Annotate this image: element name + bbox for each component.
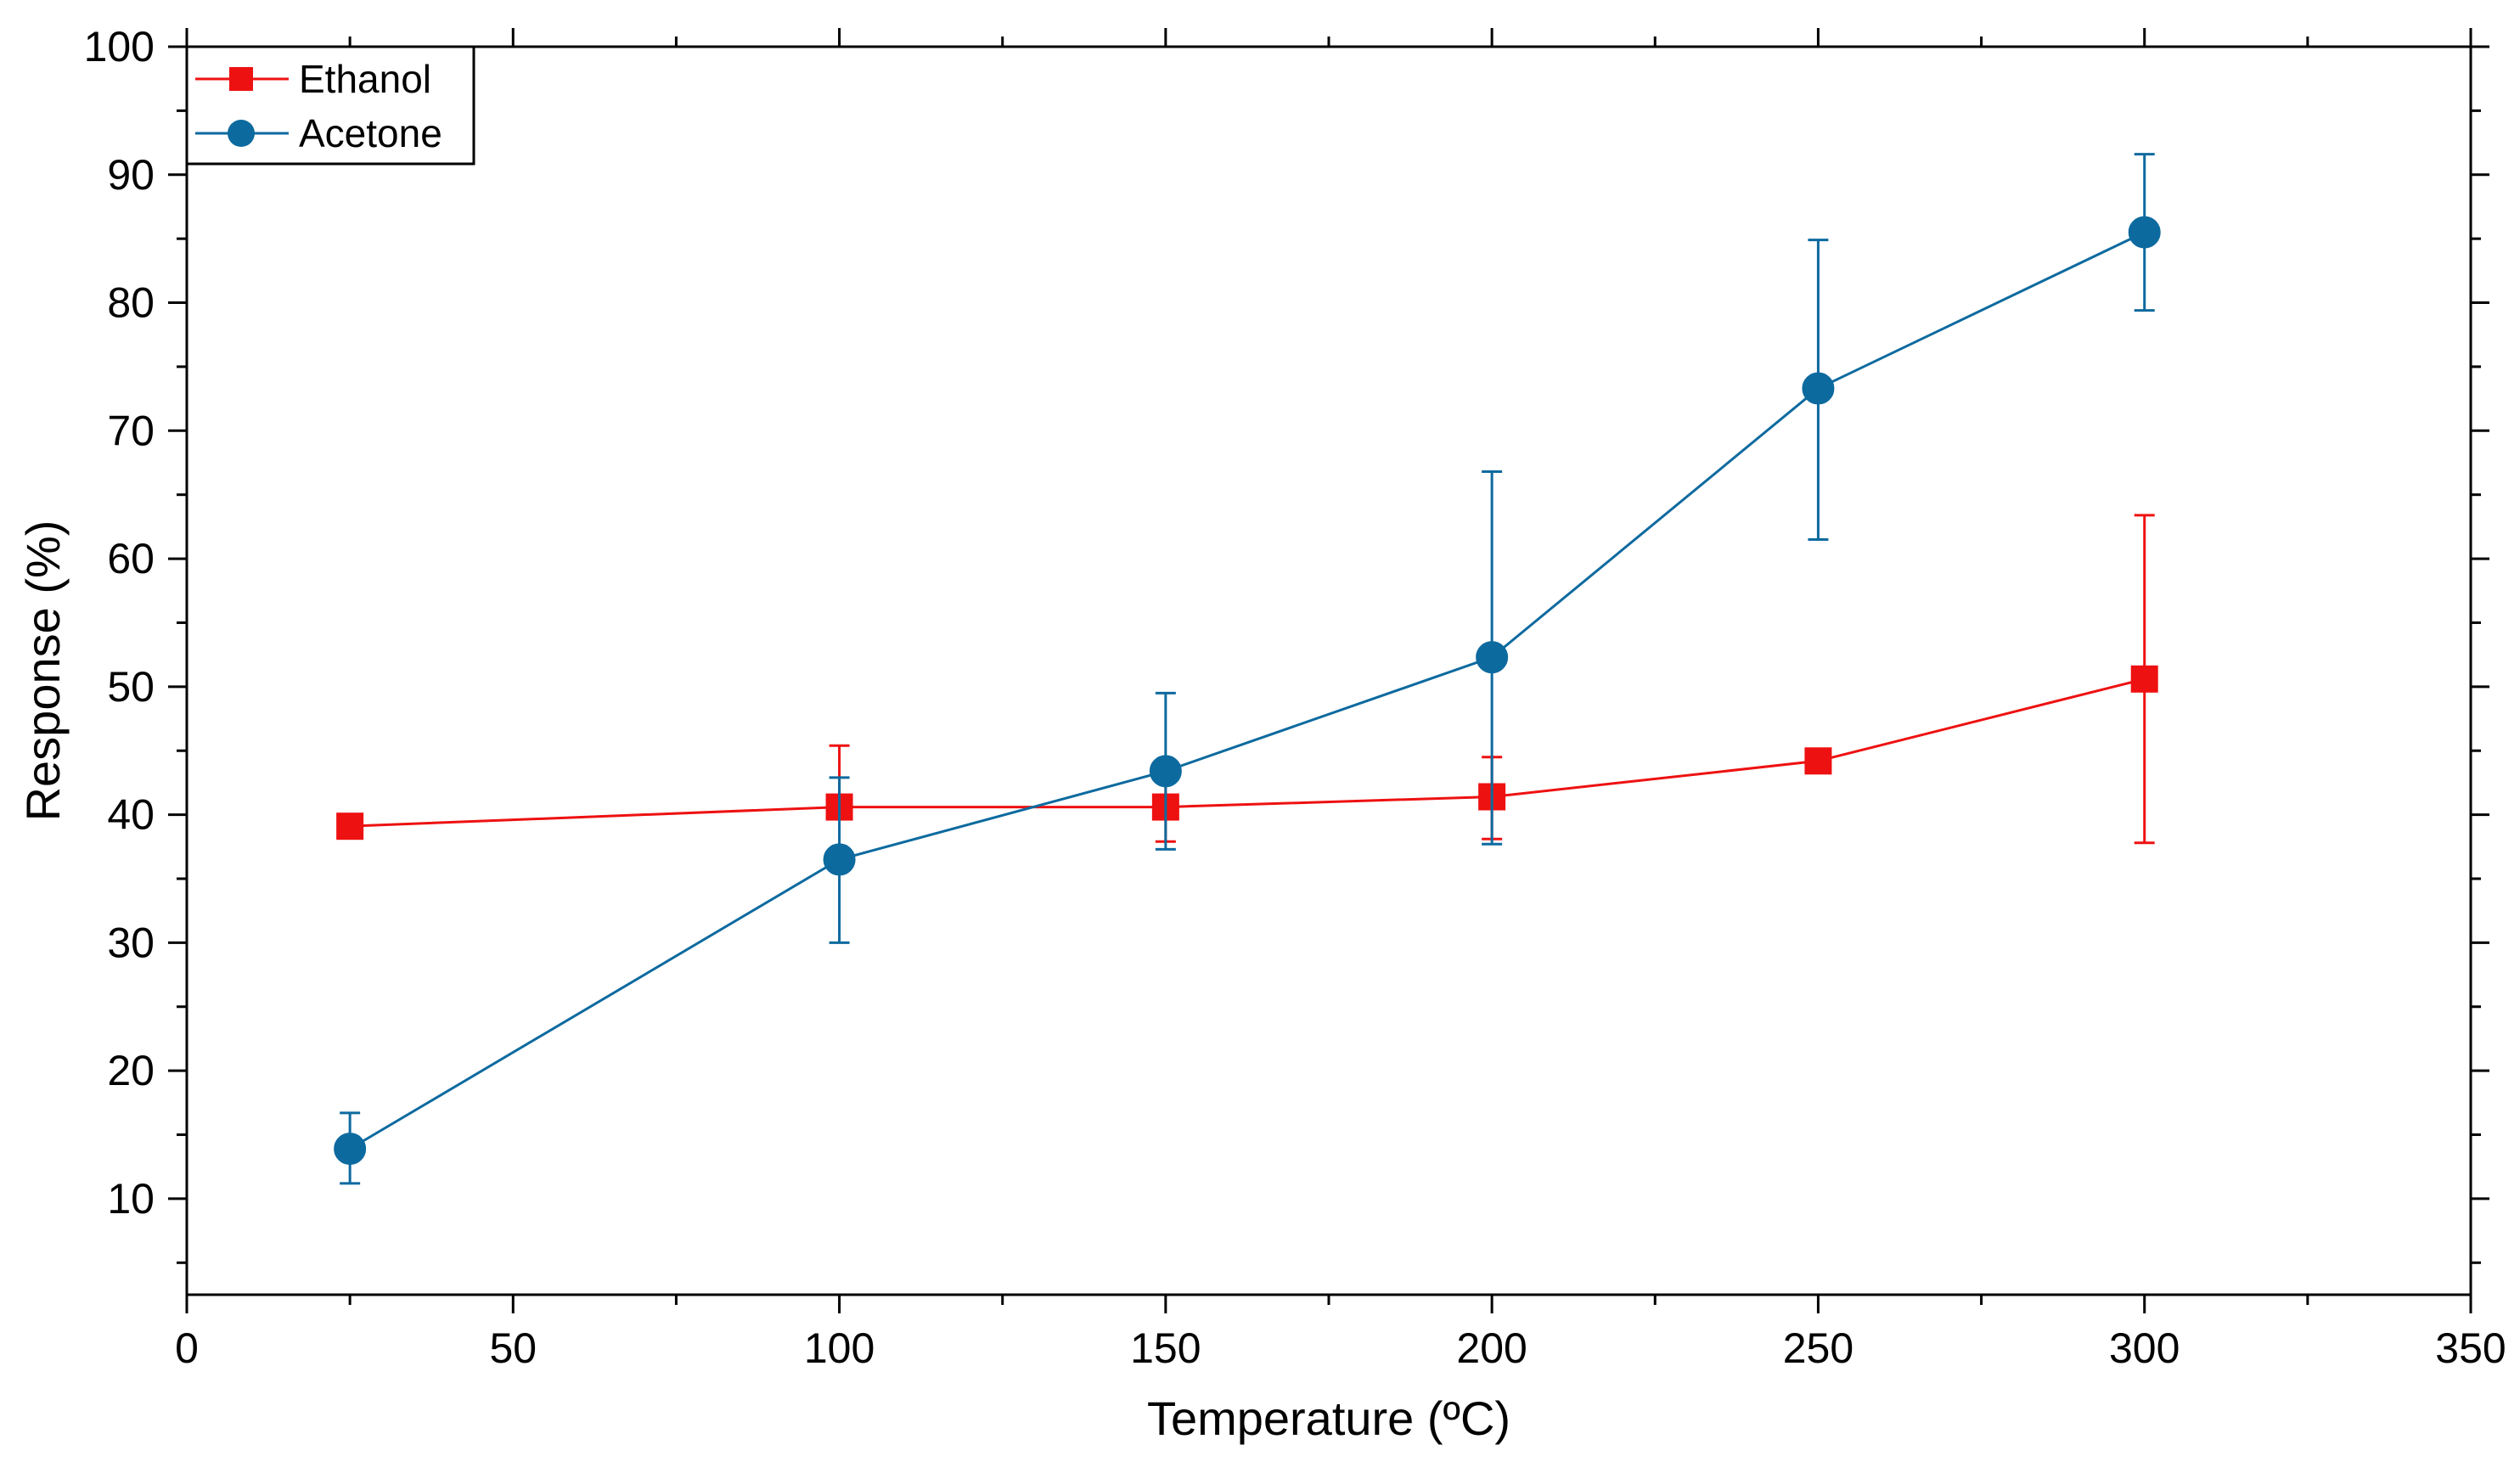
x-tick-label: 200 xyxy=(1456,1324,1527,1372)
y-axis-title: Response (%) xyxy=(16,520,70,822)
plot-frame xyxy=(185,45,2472,1296)
y-tick-label: 30 xyxy=(107,919,155,966)
y-tick-label: 80 xyxy=(107,279,155,327)
acetone-marker xyxy=(823,843,856,876)
y-tick-label: 70 xyxy=(107,407,155,454)
x-tick-label: 350 xyxy=(2435,1324,2506,1372)
legend-acetone-marker xyxy=(228,120,255,147)
y-tick-label: 100 xyxy=(84,23,155,70)
ethanol-line xyxy=(350,677,2146,828)
acetone-marker xyxy=(2128,216,2161,249)
legend-ethanol-label: Ethanol xyxy=(299,57,431,101)
y-tick-label: 90 xyxy=(107,151,155,199)
x-tick-label: 250 xyxy=(1783,1324,1853,1372)
x-tick-label: 100 xyxy=(804,1324,875,1372)
legend-ethanol-marker xyxy=(229,67,253,91)
tick-labels: 0 50 100 150 200 250 300 350 10 20 30 40 50 60 70 80 90 1… xyxy=(84,23,2506,1372)
legend: Ethanol Acetone xyxy=(185,45,475,166)
legend-acetone-label: Acetone xyxy=(299,111,442,155)
acetone-marker xyxy=(1802,372,1835,405)
acetone-marker xyxy=(1149,755,1182,788)
axis-ticks xyxy=(168,28,2489,1313)
x-tick-label: 150 xyxy=(1130,1324,1201,1372)
ethanol-marker xyxy=(336,812,364,841)
acetone-line xyxy=(349,231,2146,1150)
x-tick-label: 0 xyxy=(175,1324,199,1372)
y-tick-label: 60 xyxy=(107,535,155,582)
y-tick-label: 50 xyxy=(107,663,155,711)
y-tick-label: 40 xyxy=(107,791,155,839)
y-tick-label: 20 xyxy=(107,1047,155,1094)
ethanol-marker xyxy=(1804,747,1832,775)
y-tick-label: 10 xyxy=(107,1175,155,1223)
acetone-marker xyxy=(1476,641,1509,674)
acetone-marker xyxy=(334,1133,367,1166)
x-tick-label: 300 xyxy=(2109,1324,2180,1372)
ethanol-marker xyxy=(2130,665,2158,693)
x-axis-title: Temperature (ºC) xyxy=(1147,1391,1510,1445)
series-layer xyxy=(334,153,2161,1185)
x-tick-label: 50 xyxy=(489,1324,537,1372)
